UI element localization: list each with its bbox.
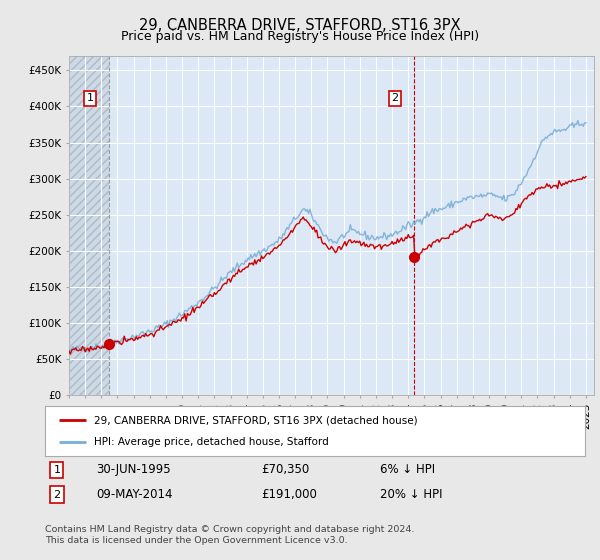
Text: £70,350: £70,350 <box>261 464 309 477</box>
Text: £191,000: £191,000 <box>261 488 317 501</box>
Text: 1: 1 <box>53 465 61 475</box>
Text: 29, CANBERRA DRIVE, STAFFORD, ST16 3PX: 29, CANBERRA DRIVE, STAFFORD, ST16 3PX <box>139 18 461 33</box>
Text: 6% ↓ HPI: 6% ↓ HPI <box>380 464 435 477</box>
Text: 1: 1 <box>86 94 94 104</box>
Text: 30-JUN-1995: 30-JUN-1995 <box>96 464 171 477</box>
Text: HPI: Average price, detached house, Stafford: HPI: Average price, detached house, Staf… <box>94 437 328 447</box>
Text: Contains HM Land Registry data © Crown copyright and database right 2024.
This d: Contains HM Land Registry data © Crown c… <box>45 525 415 545</box>
Text: 09-MAY-2014: 09-MAY-2014 <box>96 488 173 501</box>
Text: Price paid vs. HM Land Registry's House Price Index (HPI): Price paid vs. HM Land Registry's House … <box>121 30 479 43</box>
Text: 2: 2 <box>391 94 398 104</box>
Bar <box>69 56 109 395</box>
Text: 29, CANBERRA DRIVE, STAFFORD, ST16 3PX (detached house): 29, CANBERRA DRIVE, STAFFORD, ST16 3PX (… <box>94 415 417 425</box>
Text: 20% ↓ HPI: 20% ↓ HPI <box>380 488 442 501</box>
Text: 2: 2 <box>53 489 61 500</box>
